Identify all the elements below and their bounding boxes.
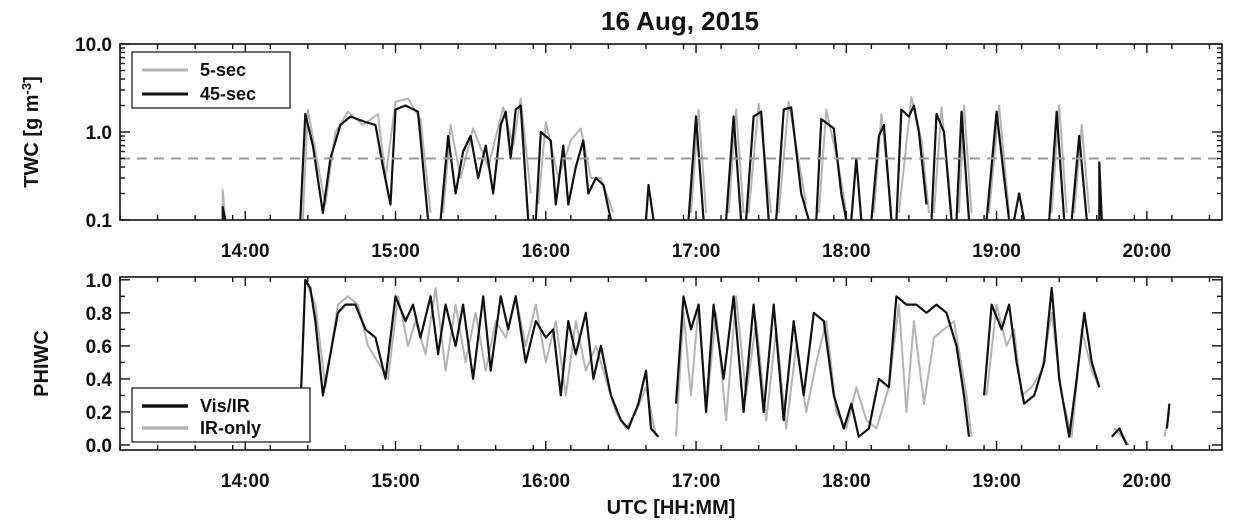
phiwc-y-axis-label: PHIWC: [31, 330, 53, 397]
phiwc-panel: 14:00 15:00 16:00 17:00 18:00 19:00 20:00 0.0 0.…: [31, 271, 1223, 519]
phiwc-x-tick-label: 19:00: [972, 471, 1021, 492]
phiwc-series-ir-only: [675, 295, 973, 437]
phiwc-y-tick-label: 0.4: [86, 370, 113, 391]
twc-series-45-sec: [955, 110, 971, 221]
twc-series-5-sec: [537, 121, 615, 214]
twc-x-tick-label: 18:00: [822, 241, 871, 262]
phiwc-plot-frame: [119, 276, 1223, 451]
twc-y-axis-label: TWC [g m-3]: [19, 76, 43, 188]
phiwc-y-tick-label: 0.0: [86, 436, 112, 457]
twc-y-axis-label-main: TWC [g m: [21, 94, 43, 187]
twc-series-5-sec: [727, 108, 745, 214]
twc-y-axis-label-close: ]: [21, 76, 43, 83]
twc-series-5-sec: [1073, 124, 1091, 214]
phiwc-legend-label: IR-only: [200, 418, 261, 438]
twc-series-45-sec: [439, 104, 530, 221]
twc-x-tick-label: 20:00: [1123, 241, 1172, 262]
twc-x-tick-label: 15:00: [371, 241, 420, 262]
phiwc-x-tick-label: 17:00: [672, 471, 721, 492]
phiwc-x-tick-label: 14:00: [221, 471, 270, 492]
twc-series-45-sec: [725, 115, 743, 221]
twc-series-5-sec: [817, 108, 848, 214]
phiwc-series-vis-ir: [1110, 427, 1128, 446]
twc-series-45-sec: [985, 110, 1011, 221]
twc-series-45-sec: [1098, 161, 1103, 221]
phiwc-series-vis-ir: [983, 286, 1101, 438]
phiwc-series-ir-only: [299, 278, 657, 437]
twc-series-45-sec: [870, 123, 893, 221]
twc-series-45-sec: [895, 104, 928, 221]
twc-series-45-sec: [775, 106, 810, 221]
phiwc-y-tick-label: 0.8: [86, 304, 112, 325]
phiwc-y-tick-label: 0.2: [86, 403, 112, 424]
phiwc-y-tick-label: 1.0: [86, 271, 112, 292]
twc-series-45-sec: [644, 183, 655, 221]
chart-title: 16 Aug, 2015: [601, 6, 759, 36]
phiwc-legend-box: [131, 387, 311, 443]
x-axis-label: UTC [HH:MM]: [607, 497, 736, 519]
phiwc-x-tick-label: 15:00: [371, 471, 420, 492]
twc-y-tick-label: 10.0: [75, 35, 112, 56]
twc-panel: 14:00 15:00 16:00 17:00 18:00 19:00 20:00 0.1 1.…: [19, 35, 1223, 262]
twc-x-tick-label: 17:00: [672, 241, 721, 262]
twc-series-45-sec: [221, 206, 227, 221]
twc-series-5-sec: [958, 104, 973, 214]
twc-series-45-sec: [745, 110, 770, 221]
twc-y-tick-label: 0.1: [86, 211, 113, 232]
twc-legend-label: 45-sec: [200, 84, 256, 104]
twc-x-tick-label: 16:00: [521, 241, 570, 262]
twc-series-45-sec: [850, 157, 863, 221]
twc-series-45-sec: [299, 104, 430, 221]
twc-series-5-sec: [747, 102, 773, 214]
twc-series-5-sec: [777, 100, 808, 214]
twc-y-axis-label-exponent: -3: [19, 83, 34, 95]
phiwc-x-tick-label: 16:00: [521, 471, 570, 492]
twc-legend-label: 5-sec: [200, 60, 246, 80]
phiwc-axis-ticks: 14:00 15:00 16:00 17:00 18:00 19:00 20:00 0.0 0.…: [86, 271, 1222, 492]
twc-y-tick-label: 1.0: [86, 123, 112, 144]
twc-series-5-sec: [1050, 104, 1068, 214]
twc-axis-ticks: 14:00 15:00 16:00 17:00 18:00 19:00 20:00 0.1 1.…: [75, 35, 1222, 262]
phiwc-legend-label: Vis/IR: [200, 396, 250, 416]
twc-series-45-sec: [534, 130, 612, 221]
phiwc-x-tick-label: 18:00: [822, 471, 871, 492]
twc-series-45-sec: [1070, 134, 1088, 221]
twc-x-tick-label: 14:00: [221, 241, 270, 262]
phiwc-series-layer: [299, 278, 1171, 446]
twc-legend-box: [131, 51, 291, 109]
twc-series-5-sec: [988, 104, 1011, 214]
phiwc-x-tick-label: 20:00: [1123, 471, 1172, 492]
twc-series-45-sec: [930, 112, 953, 221]
twc-legend: 5-sec 45-sec: [131, 51, 291, 109]
twc-series-layer: [221, 96, 1103, 221]
twc-series-45-sec: [1013, 192, 1026, 221]
twc-x-tick-label: 19:00: [972, 241, 1021, 262]
twc-series-5-sec: [690, 108, 708, 214]
twc-series-5-sec: [301, 97, 432, 221]
phiwc-y-tick-label: 0.6: [86, 337, 112, 358]
phiwc-series-vis-ir: [299, 278, 660, 438]
phiwc-series-vis-ir: [1165, 403, 1171, 429]
twc-series-45-sec: [687, 115, 705, 221]
twc-series-45-sec: [1048, 110, 1066, 221]
twc-series-45-sec: [815, 118, 848, 221]
phiwc-series-vis-ir: [674, 295, 971, 438]
